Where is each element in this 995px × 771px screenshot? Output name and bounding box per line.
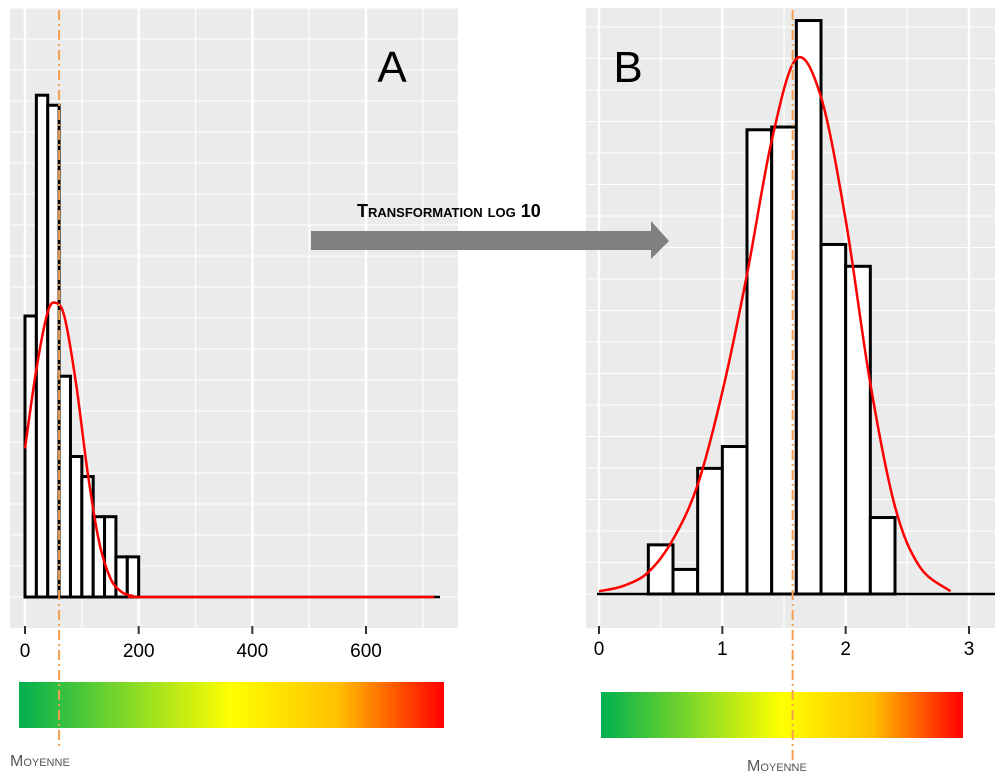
panel-a-histogram-bar — [68, 455, 84, 599]
panel-b-x-axis: 0 1 2 3 — [594, 626, 975, 660]
transformation-arrow: Transformation log 10 — [311, 201, 669, 259]
panel-b-histogram-bar — [671, 567, 700, 596]
panel-a-label: A — [377, 43, 407, 92]
panel-b-histogram — [597, 19, 995, 596]
mean-label-a: Moyenne — [10, 753, 70, 770]
panel-b-histogram-bar — [844, 264, 872, 596]
panel-b-histogram-bar — [794, 19, 823, 596]
panel-a-density-curve — [23, 301, 435, 599]
panel-a-histogram — [23, 93, 440, 599]
panel-a-histogram-bar — [46, 103, 61, 599]
panel-a-histogram-bar — [23, 314, 38, 599]
panel-b-density-curve — [598, 55, 952, 593]
panel-b-tick-label: 2 — [840, 639, 851, 660]
panel-a-tick-label: 200 — [123, 641, 155, 662]
panel-b-histogram-bar — [696, 466, 724, 596]
panel-b-tick-label: 3 — [964, 639, 975, 660]
panel-b-label: B — [613, 43, 642, 92]
panel-b-tick-label: 0 — [594, 639, 605, 660]
panel-a-tick-label: 0 — [20, 641, 31, 662]
panel-a-histogram-bar — [57, 374, 72, 599]
panel-b-histogram-bar — [868, 516, 897, 596]
mean-label-b: Moyenne — [747, 758, 807, 771]
panel-b-tick-label: 1 — [717, 639, 728, 660]
arrow-label: Transformation log 10 — [357, 201, 541, 221]
panel-a-histogram-bar — [34, 93, 50, 599]
panel-a: 0 200 400 600 A — [10, 7, 458, 750]
panel-b-color-scale — [601, 692, 963, 738]
arrow-shape — [311, 221, 669, 259]
panel-b: 0 1 2 3 B — [586, 8, 995, 771]
panel-b-histogram-bar — [819, 242, 848, 596]
panel-a-histogram-bar — [125, 555, 141, 599]
panel-a-tick-label: 400 — [236, 641, 268, 662]
panel-a-tick-label: 600 — [350, 641, 382, 662]
panel-b-histogram-bar — [720, 445, 749, 596]
panel-a-x-axis: 0 200 400 600 — [20, 626, 382, 662]
panel-a-color-scale — [19, 682, 444, 728]
